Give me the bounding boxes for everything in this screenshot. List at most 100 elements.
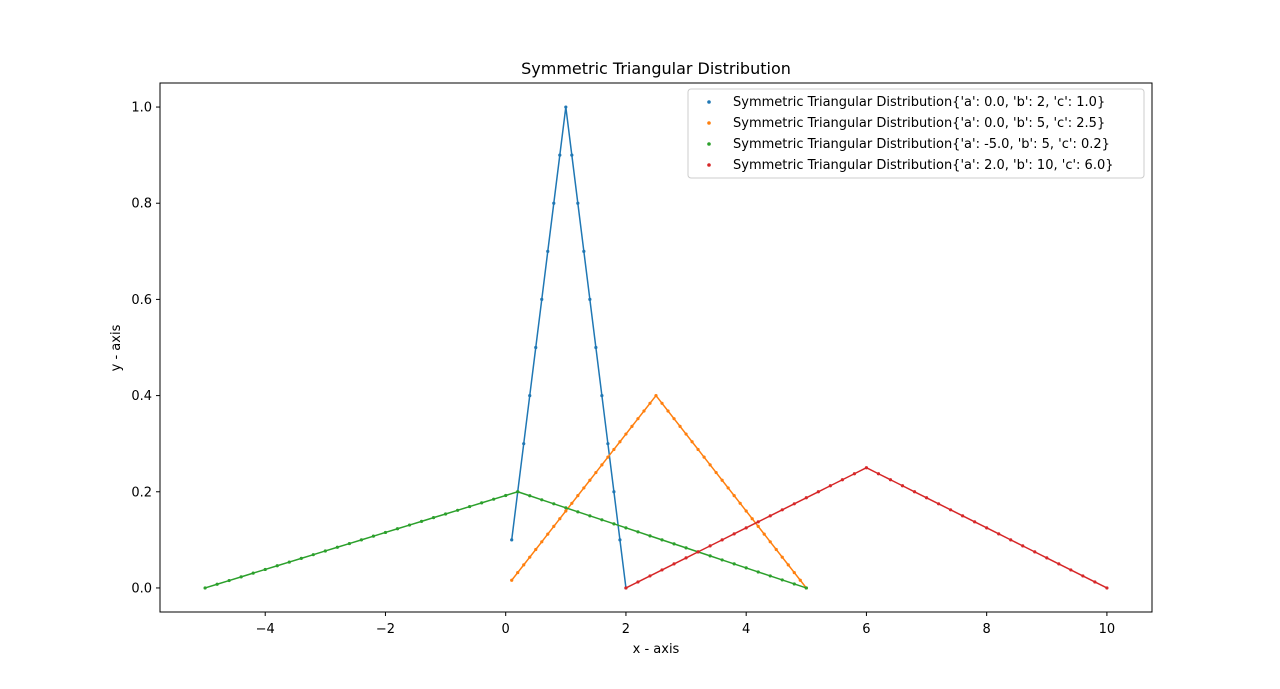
series-2-point — [786, 563, 790, 567]
legend-label: Symmetric Triangular Distribution{'a': -… — [733, 137, 1110, 152]
series-3-point — [480, 501, 484, 505]
series-1-point — [570, 153, 574, 157]
series-4-point — [804, 496, 808, 500]
series-2-point — [552, 524, 556, 529]
series-3-point — [359, 538, 364, 542]
series-1-point — [510, 538, 514, 542]
series-3-point — [540, 498, 544, 502]
series-2-line — [511, 394, 807, 589]
series-4-point — [973, 520, 977, 524]
series-4-point — [924, 496, 929, 500]
x-tick-label: 10 — [1099, 622, 1116, 637]
series-1-point — [576, 201, 580, 205]
series-2-point — [714, 470, 718, 475]
series-2-point — [726, 486, 730, 490]
series-2-point — [768, 540, 772, 544]
series-2-point — [762, 532, 766, 536]
series-3-point — [263, 567, 267, 572]
series-3-point — [672, 542, 676, 546]
series-3-point — [648, 534, 652, 538]
series-4-point — [1105, 586, 1109, 590]
series-4-point — [985, 526, 989, 530]
series-4-point — [660, 568, 664, 572]
series-3-point — [732, 562, 736, 566]
series-1-point — [552, 201, 556, 205]
series-3-point — [299, 556, 303, 560]
series-3-point — [323, 549, 327, 553]
series-2-point — [750, 517, 754, 521]
legend-marker — [707, 142, 711, 146]
legend-label: Symmetric Triangular Distribution{'a': 0… — [733, 95, 1105, 110]
series-3-point — [251, 571, 255, 575]
series-3-point — [275, 564, 279, 568]
series-layer — [203, 105, 1109, 590]
series-4-point — [720, 538, 724, 542]
series-3-point — [203, 586, 207, 590]
series-4-point — [1093, 580, 1097, 584]
series-4-point — [828, 484, 832, 488]
series-4-point — [864, 466, 869, 470]
series-4-point — [1069, 568, 1073, 572]
series-2-point — [624, 432, 628, 436]
series-3-point — [600, 518, 604, 522]
series-2-point — [648, 401, 652, 405]
series-3-point — [431, 516, 436, 520]
series-4-point — [648, 574, 652, 578]
series-2-point — [540, 540, 544, 544]
series-2-point — [594, 470, 598, 475]
series-2-point — [528, 555, 532, 559]
series-1-point — [600, 393, 604, 398]
series-1-point — [588, 297, 592, 302]
series-2-point — [576, 494, 580, 498]
series-3-point — [347, 541, 351, 546]
series-4-point — [997, 532, 1001, 536]
series-4-point — [672, 562, 676, 566]
series-2-point — [732, 494, 736, 498]
series-4-point — [1009, 538, 1013, 542]
series-2-point — [780, 555, 784, 559]
y-tick-label: 1.0 — [131, 101, 152, 116]
series-1-point — [612, 490, 616, 494]
series-1-point — [546, 249, 550, 253]
series-2-point — [510, 578, 514, 582]
y-tick-label: 0.6 — [131, 293, 152, 308]
series-1-point — [534, 345, 538, 350]
series-2-point — [798, 578, 802, 582]
x-tick-label: −4 — [256, 622, 275, 637]
series-3-point — [287, 560, 291, 564]
series-1-point — [606, 442, 610, 446]
series-3-point — [419, 519, 424, 523]
series-3-point — [624, 526, 628, 530]
series-2-point — [708, 463, 712, 467]
series-4-point — [732, 532, 736, 536]
series-2-point — [678, 424, 682, 428]
series-3-point — [239, 575, 243, 579]
series-4-point — [696, 550, 700, 554]
series-4-point — [624, 586, 628, 590]
series-2-point — [654, 393, 658, 398]
series-3-point — [227, 578, 231, 583]
series-2-point — [534, 547, 538, 552]
series-4-point — [912, 490, 917, 494]
y-tick-label: 0.4 — [131, 389, 152, 404]
series-2-point — [642, 409, 646, 413]
series-2-point — [600, 463, 604, 467]
series-1-point — [522, 442, 526, 446]
series-3-point — [804, 586, 808, 590]
series-3-point — [792, 582, 796, 586]
series-2-point — [684, 432, 688, 436]
series-1-point — [618, 538, 622, 542]
series-3-point — [468, 504, 472, 509]
series-3-point — [552, 502, 556, 506]
series-2-point — [606, 455, 610, 459]
series-3-point — [383, 530, 388, 535]
series-4-point — [948, 508, 953, 512]
series-3-point — [708, 554, 712, 558]
series-4-point — [684, 556, 688, 560]
x-tick-label: 0 — [502, 622, 510, 637]
series-2-point — [564, 509, 568, 513]
series-4-point — [888, 478, 893, 482]
series-4-point — [744, 526, 748, 530]
legend-entries: Symmetric Triangular Distribution{'a': 0… — [707, 95, 1114, 173]
series-2-point — [696, 447, 700, 452]
